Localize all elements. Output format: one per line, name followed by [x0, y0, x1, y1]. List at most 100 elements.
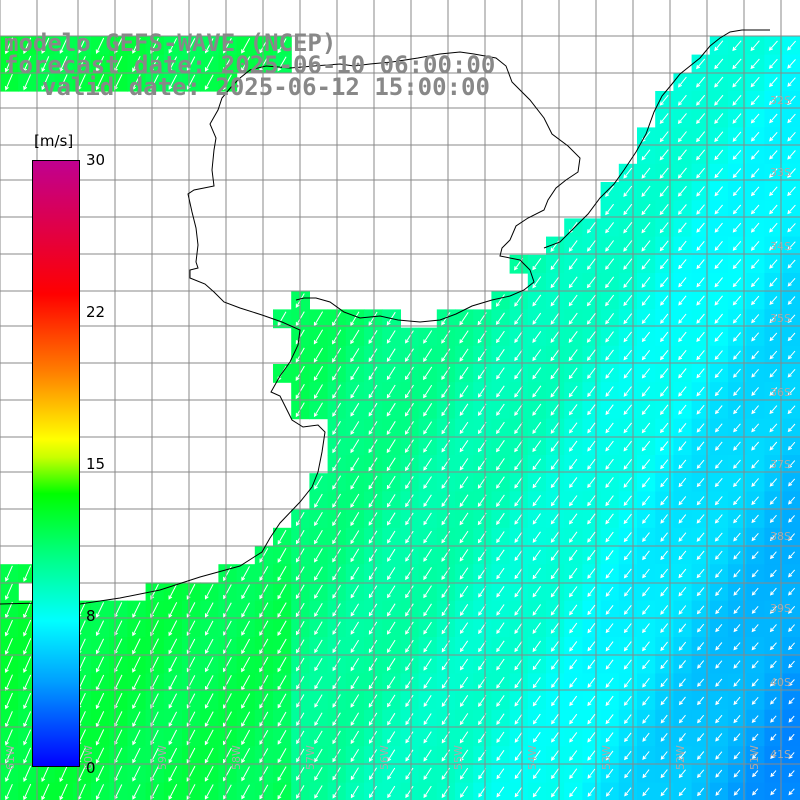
- wind-arrow: [350, 457, 360, 472]
- wind-arrow: [678, 386, 687, 397]
- wind-arrow: [697, 642, 705, 651]
- wind-arrow: [586, 240, 596, 252]
- wind-arrow: [678, 714, 686, 724]
- wind-arrow: [277, 748, 287, 764]
- latitude-label: 37S: [770, 458, 791, 471]
- wind-arrow: [751, 441, 760, 451]
- wind-arrow: [605, 222, 614, 234]
- wind-arrow: [660, 696, 668, 706]
- wind-arrow: [659, 185, 669, 198]
- wind-arrow: [788, 679, 795, 687]
- wind-arrow: [714, 350, 723, 361]
- wind-arrow: [623, 659, 632, 670]
- wind-arrow: [459, 640, 469, 653]
- wind-arrow: [788, 496, 796, 505]
- wind-arrow: [714, 514, 723, 524]
- wind-arrow: [459, 767, 469, 780]
- wind-arrow: [495, 330, 505, 344]
- wind-arrow: [514, 713, 523, 725]
- wind-arrow: [587, 604, 596, 616]
- wind-arrow: [205, 38, 214, 54]
- wind-arrow: [660, 623, 669, 634]
- wind-arrow: [787, 113, 796, 124]
- wind-arrow: [678, 259, 687, 270]
- wind-arrow: [568, 240, 578, 252]
- wind-arrow: [496, 367, 505, 380]
- wind-arrow: [605, 258, 615, 270]
- wind-arrow: [550, 422, 560, 434]
- wind-arrow: [696, 477, 705, 488]
- wind-arrow: [732, 240, 742, 251]
- wind-arrow: [696, 423, 705, 433]
- wind-arrow: [514, 385, 524, 398]
- wind-arrow: [659, 404, 669, 416]
- wind-arrow: [623, 386, 632, 397]
- wind-arrow: [241, 584, 250, 600]
- wind-arrow: [696, 496, 705, 506]
- wind-arrow: [678, 532, 687, 542]
- latitude-label: 34S: [770, 240, 791, 253]
- wind-arrow: [659, 386, 669, 397]
- wind-arrow: [532, 276, 542, 289]
- wind-arrow: [405, 731, 414, 744]
- wind-arrow: [678, 404, 687, 415]
- wind-arrow: [132, 747, 141, 764]
- wind-arrow: [495, 440, 505, 453]
- wind-arrow: [368, 311, 378, 326]
- wind-arrow: [696, 167, 705, 179]
- wind-arrow: [587, 513, 596, 525]
- wind-arrow: [586, 349, 596, 361]
- wind-arrow: [659, 113, 669, 125]
- wind-arrow: [678, 240, 687, 252]
- wind-arrow: [532, 622, 542, 634]
- wind-arrow: [459, 403, 469, 417]
- wind-arrow: [678, 222, 687, 234]
- wind-arrow: [550, 750, 560, 761]
- wind-arrow: [404, 421, 414, 435]
- wind-arrow: [605, 185, 614, 198]
- longitude-label: 52W: [674, 745, 687, 770]
- wind-arrow: [641, 295, 651, 306]
- wind-arrow: [277, 56, 287, 72]
- wind-arrow: [4, 37, 13, 55]
- wind-arrow: [259, 38, 269, 54]
- wind-arrow: [624, 750, 632, 761]
- wind-arrow: [41, 765, 50, 783]
- wind-arrow: [605, 550, 614, 561]
- wind-arrow: [714, 386, 723, 397]
- wind-arrow: [642, 623, 650, 634]
- wind-arrow: [168, 38, 178, 54]
- wind-arrow: [660, 769, 668, 779]
- wind-arrow: [660, 459, 669, 470]
- wind-arrow: [733, 569, 741, 578]
- wind-arrow: [605, 331, 614, 343]
- wind-arrow: [587, 422, 596, 434]
- wind-arrow: [641, 149, 651, 161]
- wind-arrow: [678, 459, 687, 470]
- wind-arrow: [733, 350, 741, 360]
- wind-arrow: [551, 677, 559, 689]
- wind-arrow: [314, 712, 323, 726]
- wind-arrow: [514, 513, 523, 525]
- wind-arrow: [605, 513, 614, 525]
- wind-arrow: [696, 131, 706, 143]
- wind-arrow: [496, 403, 505, 416]
- wind-arrow: [788, 770, 795, 778]
- wind-arrow: [714, 113, 724, 125]
- wind-arrow: [768, 40, 778, 51]
- wind-arrow: [623, 221, 633, 234]
- wind-arrow: [551, 732, 559, 743]
- wind-arrow: [532, 768, 541, 780]
- wind-arrow: [733, 551, 741, 560]
- wind-arrow: [642, 568, 650, 579]
- wind-arrow: [95, 747, 105, 764]
- wind-arrow: [769, 441, 778, 451]
- wind-arrow: [659, 349, 669, 361]
- longitude-label: 61W: [4, 745, 17, 770]
- coastline: [0, 29, 770, 605]
- wind-arrow: [788, 715, 795, 723]
- wind-arrow: [605, 568, 614, 579]
- wind-arrow: [733, 714, 741, 724]
- longitude-labels: 61W 60W 59W 58W 57W 56W 55W 54W 53W 52W 51W: [4, 745, 761, 770]
